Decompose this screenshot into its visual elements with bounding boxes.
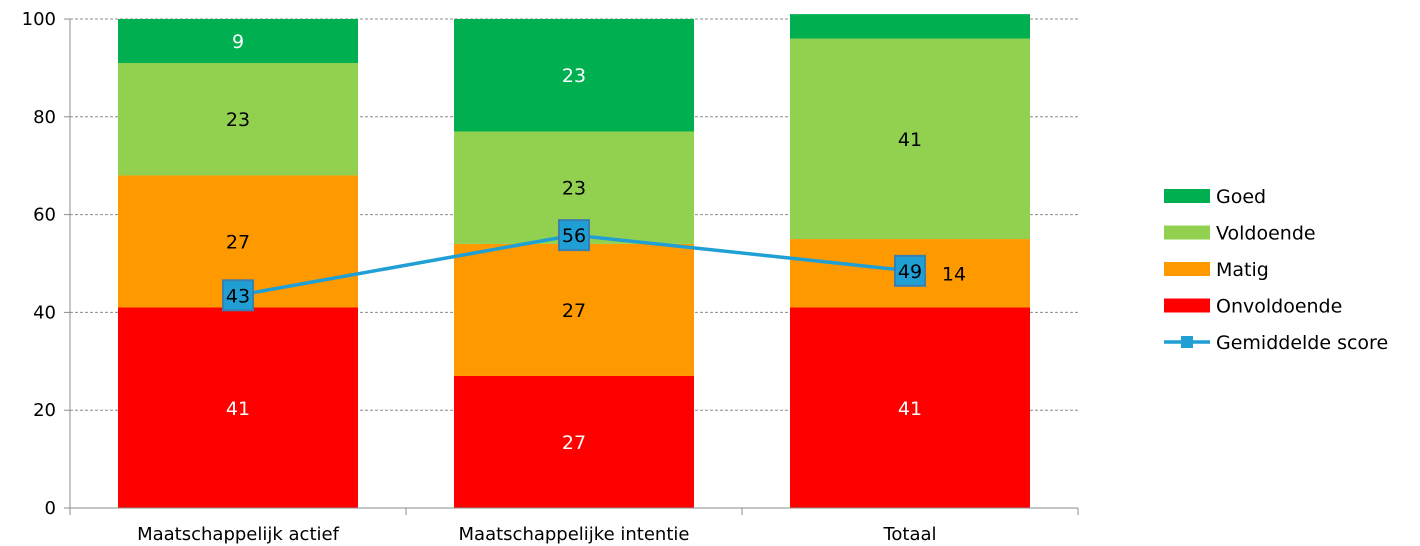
bar-goed-1	[454, 19, 694, 132]
data-label-onvoldoende-0: 41	[226, 398, 250, 420]
legend-label-voldoende: Voldoende	[1216, 223, 1316, 245]
average-score-marker-0	[222, 279, 254, 312]
data-label-goed-1: 23	[562, 65, 586, 87]
x-tick-label-1: Maatschappelijke intentie	[459, 524, 690, 545]
y-tick-label-0: 0	[45, 498, 56, 519]
x-tick-label-2: Totaal	[882, 524, 936, 545]
y-tick-label-20: 20	[33, 400, 56, 421]
average-score-label-0: 43	[226, 285, 250, 307]
bar-segments: 41 27 41 27 27 14 23 23 41 9 23	[118, 14, 1030, 508]
bar-onvoldoende-0	[118, 307, 358, 508]
bar-voldoende-0	[118, 63, 358, 176]
bar-goed-0	[118, 19, 358, 64]
bar-onvoldoende-2	[790, 307, 1030, 508]
data-label-voldoende-2: 41	[898, 129, 922, 151]
bar-matig-1	[454, 243, 694, 376]
legend: Goed Voldoende Matig Onvoldoende Gemiddelde …	[1164, 186, 1388, 354]
legend-swatch-voldoende	[1164, 225, 1210, 240]
average-score-marker-1	[558, 219, 590, 252]
data-label-goed-0: 9	[232, 31, 244, 53]
data-label-onvoldoende-2: 41	[898, 398, 922, 420]
y-tick-label-40: 40	[33, 302, 56, 323]
average-score-label-1: 56	[562, 225, 586, 247]
legend-swatch-marker-gemiddelde-score	[1181, 336, 1193, 348]
data-label-matig-0: 27	[226, 231, 250, 253]
y-tick-label-60: 60	[33, 205, 56, 226]
legend-label-matig: Matig	[1216, 259, 1269, 281]
legend-label-goed: Goed	[1216, 186, 1266, 208]
legend-label-gemiddelde-score: Gemiddelde score	[1216, 332, 1388, 354]
data-label-onvoldoende-1: 27	[562, 432, 586, 454]
data-label-voldoende-0: 23	[226, 109, 250, 131]
legend-label-onvoldoende: Onvoldoende	[1216, 296, 1342, 318]
legend-swatch-matig	[1164, 262, 1210, 276]
y-tick-label-80: 80	[33, 107, 56, 128]
data-label-matig-1: 27	[562, 300, 586, 322]
bar-onvoldoende-1	[454, 375, 694, 508]
axes: 0 20 40 60 80 100 Maatschappelijk actief Maatsc…	[22, 9, 1079, 545]
average-score-line: 43 56 49	[222, 219, 926, 312]
legend-swatch-onvoldoende	[1164, 298, 1210, 313]
average-score-marker-2	[894, 254, 926, 287]
x-tick-label-0: Maatschappelijk actief	[137, 524, 339, 545]
bar-goed-2	[790, 14, 1030, 39]
y-tick-label-100: 100	[22, 9, 56, 30]
bar-voldoende-2	[790, 38, 1030, 240]
data-label-voldoende-1: 23	[562, 178, 586, 200]
average-score-label-2: 49	[898, 261, 922, 283]
legend-swatch-goed	[1164, 189, 1210, 203]
data-label-matig-2: 14	[942, 263, 966, 285]
